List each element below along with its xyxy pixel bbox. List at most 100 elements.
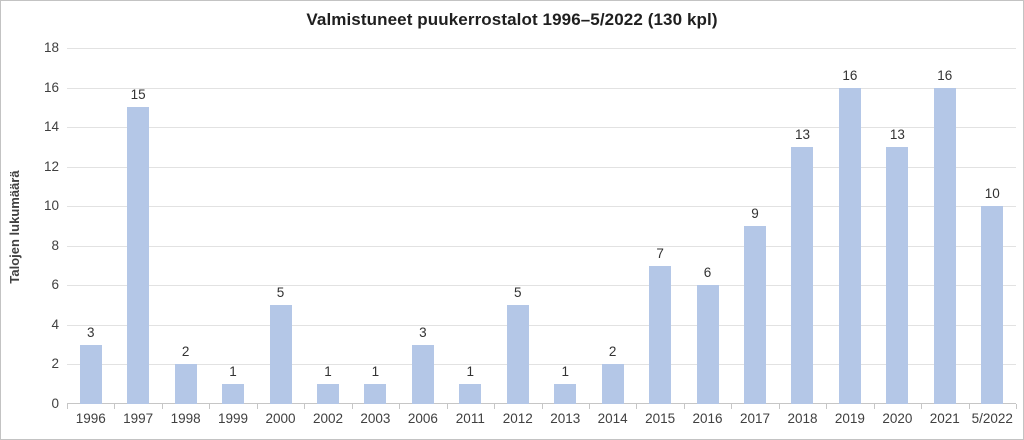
bar-value-label: 13 <box>889 126 905 142</box>
y-tick-label: 8 <box>51 237 59 253</box>
gridline <box>67 206 1016 208</box>
bar-value-label: 16 <box>842 67 858 83</box>
x-axis-tick-mark <box>162 404 163 409</box>
bar-value-label: 5 <box>514 285 522 301</box>
x-axis-line <box>67 403 1016 404</box>
x-tick-label: 2016 <box>692 411 723 426</box>
bar-value-label: 1 <box>324 364 332 380</box>
y-tick-label: 0 <box>51 396 59 411</box>
x-axis-tick-mark <box>209 404 210 409</box>
x-tick-label: 2011 <box>455 411 485 426</box>
x-tick-label: 5/2022 <box>971 411 1013 426</box>
y-tick-label: 16 <box>43 79 59 95</box>
bar <box>696 285 719 404</box>
bar-value-label: 6 <box>703 265 712 281</box>
bar <box>79 344 102 404</box>
bar <box>411 344 434 404</box>
x-tick-label: 2018 <box>787 411 818 426</box>
x-axis-tick-mark <box>731 404 732 409</box>
x-tick-label: 1999 <box>218 411 249 426</box>
bar <box>791 146 814 404</box>
x-axis-tick-mark <box>352 404 353 409</box>
x-axis-tick-mark <box>67 404 68 409</box>
y-tick-label: 6 <box>51 277 59 293</box>
bar-value-label: 10 <box>984 186 1000 202</box>
bar-value-label: 1 <box>561 364 569 380</box>
gridline <box>67 245 1016 247</box>
bar-value-label: 1 <box>371 364 380 380</box>
gridline <box>67 166 1016 168</box>
y-tick-label: 10 <box>43 198 59 214</box>
bar-value-label: 1 <box>229 364 237 380</box>
x-axis-tick-mark <box>399 404 400 409</box>
x-tick-label: 2000 <box>265 411 296 426</box>
bar <box>174 364 197 404</box>
plot-area: 3 15 2 1 5 1 1 3 1 5 1 2 7 6 9 13 16 13 16 10 <box>67 48 1016 404</box>
x-tick-label: 2012 <box>502 411 533 426</box>
x-axis-tick-mark <box>779 404 780 409</box>
x-tick-label: 2002 <box>312 411 343 426</box>
bar-value-label: 3 <box>419 324 427 340</box>
y-tick-label: 18 <box>43 40 59 55</box>
bar <box>222 384 245 404</box>
bar-value-label: 7 <box>656 245 664 261</box>
gridline <box>67 48 1016 49</box>
x-tick-label: 2021 <box>929 411 960 426</box>
y-tick-label: 14 <box>43 119 59 135</box>
x-axis-tick-mark <box>826 404 827 409</box>
bar <box>459 384 482 404</box>
gridline <box>67 364 1016 366</box>
x-tick-label: 2003 <box>360 411 391 426</box>
chart-title: Valmistuneet puukerrostalot 1996–5/2022 … <box>306 10 718 29</box>
x-axis-tick-mark <box>921 404 922 409</box>
bar-value-label: 16 <box>937 67 953 83</box>
bar-value-label: 9 <box>751 206 759 221</box>
x-axis-tick-mark <box>114 404 115 409</box>
bar-value-label: 15 <box>130 87 146 103</box>
x-axis-tick-mark <box>684 404 685 409</box>
x-tick-label: 2020 <box>882 411 913 426</box>
bar <box>744 226 767 404</box>
x-axis-tick-mark <box>494 404 495 409</box>
y-tick-label: 2 <box>51 356 59 372</box>
x-axis-tick-mark <box>542 404 543 409</box>
x-tick-label: 2019 <box>834 411 865 426</box>
gridline <box>67 285 1016 287</box>
x-axis-tick-mark <box>969 404 970 409</box>
x-tick-label: 1998 <box>170 411 201 426</box>
gridline <box>67 324 1016 326</box>
bar-value-label: 13 <box>794 126 810 142</box>
bar <box>886 146 909 404</box>
bar <box>649 265 672 404</box>
x-axis-tick-mark <box>874 404 875 409</box>
y-axis-title-text: Talojen lukumäärä <box>7 170 22 284</box>
x-axis-tick-mark <box>447 404 448 409</box>
bar-value-label: 2 <box>181 344 190 360</box>
bar-value-label: 1 <box>466 364 475 380</box>
bar <box>554 384 577 404</box>
y-tick-label: 12 <box>43 158 59 174</box>
bar <box>269 305 292 404</box>
x-tick-label: 2014 <box>597 411 628 426</box>
bar <box>127 107 150 404</box>
x-tick-label: 2013 <box>550 411 581 426</box>
x-axis-tick-mark <box>636 404 637 409</box>
bar <box>933 87 956 404</box>
x-tick-label: 1996 <box>75 411 106 426</box>
bar <box>364 384 387 404</box>
bar-value-label: 3 <box>86 324 95 340</box>
bar <box>601 364 624 404</box>
x-axis-tick-mark <box>304 404 305 409</box>
y-tick-label: 4 <box>51 316 59 332</box>
bar <box>981 206 1004 404</box>
x-axis-tick-mark <box>257 404 258 409</box>
bar <box>838 87 861 404</box>
x-tick-label: 1997 <box>123 411 154 426</box>
bar-value-label: 5 <box>276 285 285 301</box>
gridline <box>67 127 1016 129</box>
bar-value-label: 2 <box>608 344 617 360</box>
x-tick-label: 2017 <box>739 411 771 426</box>
x-axis-tick-mark <box>1016 404 1017 409</box>
bar <box>506 305 529 404</box>
